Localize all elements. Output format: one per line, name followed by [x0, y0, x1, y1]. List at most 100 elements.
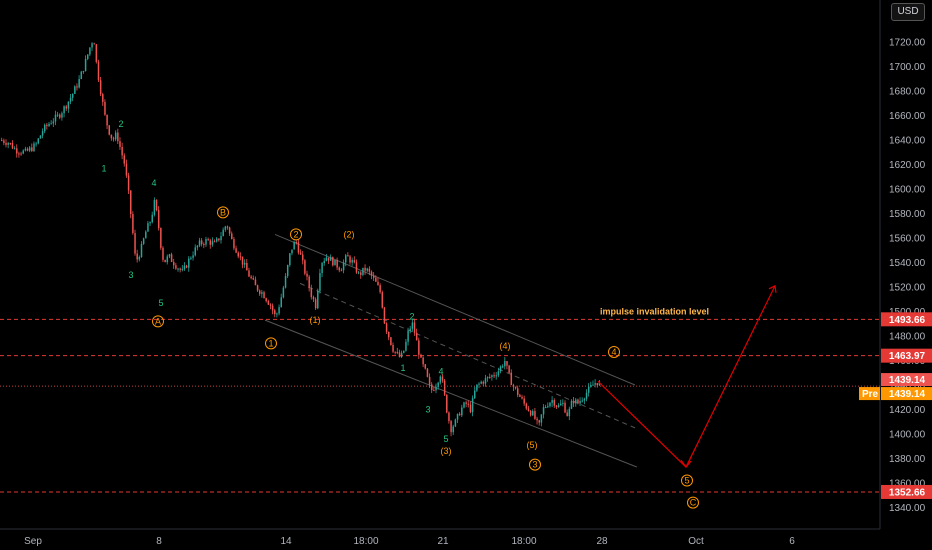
- candle-body: [357, 272, 360, 274]
- candle-body: [84, 58, 87, 71]
- candle-body: [241, 256, 244, 265]
- wave-label: 5: [443, 434, 448, 444]
- y-tick-label: 1420.00: [889, 405, 926, 416]
- wave-label: 1: [268, 338, 273, 348]
- candle-body: [435, 386, 437, 391]
- candle-body: [364, 267, 366, 271]
- candle-body: [517, 388, 519, 395]
- candle-body: [512, 385, 515, 387]
- candle-body: [368, 268, 371, 272]
- candle-body: [7, 143, 9, 145]
- candle-body: [157, 209, 160, 229]
- candle-body: [598, 382, 601, 386]
- invalidation-annotation: impulse invalidation level: [600, 306, 709, 316]
- currency-badge[interactable]: USD: [891, 3, 925, 21]
- candle-body: [312, 297, 315, 300]
- candle-body: [164, 259, 166, 263]
- candle-body: [583, 398, 586, 401]
- candle-body: [119, 141, 121, 147]
- candle-body: [82, 70, 85, 72]
- y-tick-label: 1400.00: [889, 430, 926, 441]
- candle-body: [581, 400, 583, 402]
- candle-body: [446, 394, 448, 413]
- candle-body: [501, 366, 504, 368]
- candle-body: [1, 140, 3, 142]
- candle-body: [56, 114, 59, 116]
- candle-body: [577, 399, 579, 404]
- candle-body: [398, 352, 401, 357]
- wave-labels: 2 1 4 3 5 A B 2 (2) (1) 1 2 1 4 3 5 (3) (4) (5) 3 4 5 C: [101, 119, 699, 509]
- candle-body: [553, 400, 556, 406]
- candle-body: [551, 400, 553, 403]
- price-axis[interactable]: 1340.001360.001380.001400.001420.001440.…: [889, 38, 926, 514]
- candle-body: [121, 146, 123, 156]
- candle-body: [93, 43, 95, 45]
- candle-body: [439, 376, 442, 383]
- y-tick-label: 1720.00: [889, 38, 926, 49]
- candle-body: [422, 357, 424, 365]
- candle-body: [568, 408, 571, 417]
- candle-body: [142, 238, 145, 244]
- candle-body: [50, 123, 52, 125]
- candle-body: [168, 254, 171, 257]
- candle-body: [286, 265, 289, 277]
- wave-circle: [152, 315, 164, 328]
- candle-body: [35, 143, 37, 145]
- candle-body: [106, 114, 108, 126]
- candle-body: [484, 378, 487, 384]
- candle-body: [248, 270, 250, 277]
- candle-body: [415, 332, 418, 341]
- candle-body: [110, 134, 113, 139]
- candle-body: [585, 392, 588, 399]
- candle-body: [299, 252, 302, 255]
- candle-body: [514, 386, 517, 389]
- candle-body: [480, 381, 482, 384]
- level-price-label: 1493.66: [889, 315, 926, 326]
- candle-body: [138, 257, 141, 260]
- current-price-box: [881, 373, 932, 387]
- candle-body: [222, 229, 224, 237]
- candle-body: [355, 262, 358, 273]
- candle-body: [476, 384, 478, 391]
- candle-body: [54, 114, 57, 122]
- candle-body: [351, 260, 353, 263]
- candle-body: [370, 271, 373, 276]
- y-tick-label: 1580.00: [889, 209, 926, 220]
- candle-body: [590, 385, 592, 387]
- candle-body: [134, 233, 136, 254]
- candle-body: [411, 322, 414, 329]
- candle-body: [102, 94, 104, 102]
- candle-body: [347, 255, 349, 257]
- candle-body: [594, 383, 596, 385]
- channel-upper-line: [274, 233, 636, 386]
- candle-body: [418, 340, 420, 355]
- y-tick-label: 1640.00: [889, 136, 926, 147]
- pre-tag-box: [859, 387, 880, 401]
- candle-body: [289, 253, 291, 266]
- candle-body: [37, 138, 40, 144]
- candle-body: [536, 418, 538, 421]
- candle-body: [190, 257, 192, 259]
- candle-body: [26, 148, 29, 151]
- candle-body: [467, 403, 470, 405]
- wave-label: (5): [527, 440, 538, 450]
- candle-body: [332, 257, 334, 266]
- candle-body: [265, 298, 267, 302]
- candle-body: [575, 399, 577, 404]
- candle-body: [579, 401, 581, 404]
- candle-body: [211, 241, 214, 245]
- candle-body: [327, 257, 330, 261]
- candle-body: [284, 276, 287, 288]
- candle-body: [276, 313, 278, 315]
- trend-channel: [264, 233, 638, 468]
- candle-body: [33, 143, 35, 151]
- candle-body: [508, 365, 510, 373]
- candle-body: [237, 252, 239, 257]
- candle-body: [76, 86, 78, 88]
- candle-body: [246, 262, 248, 271]
- time-axis[interactable]: Sep 8 14 18:00 21 18:00 28 Oct 6: [24, 536, 795, 547]
- candle-body: [177, 268, 179, 270]
- wave-label: 3: [128, 270, 133, 280]
- candle-body: [220, 236, 222, 241]
